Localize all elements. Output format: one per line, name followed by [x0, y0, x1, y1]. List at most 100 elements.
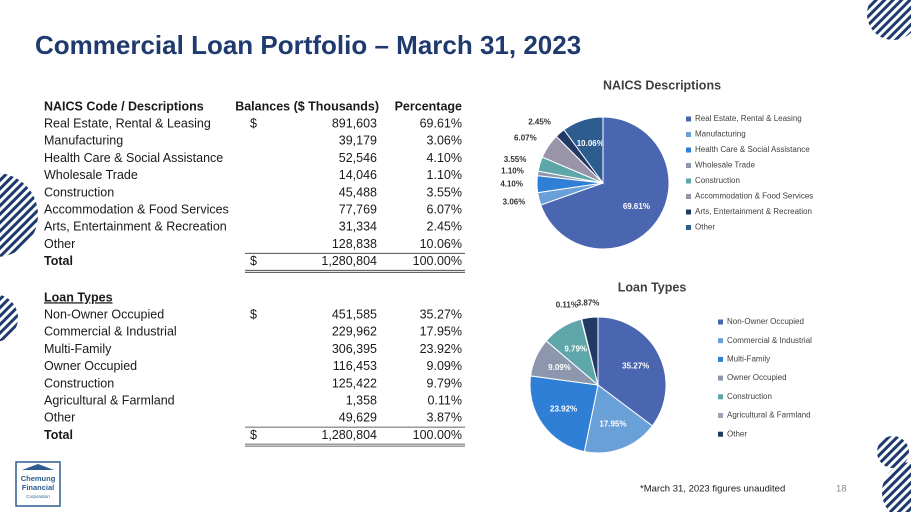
footnote: *March 31, 2023 figures unaudited — [640, 484, 785, 495]
row-percentage: 69.61% — [420, 116, 462, 130]
legend-swatch — [686, 178, 691, 184]
row-balance: 1,358 — [346, 393, 377, 407]
row-label: Total — [44, 428, 73, 442]
table-header: NAICS Code / Descriptions — [44, 99, 204, 113]
legend-label: Multi-Family — [727, 355, 770, 364]
legend-swatch — [686, 116, 691, 122]
row-currency: $ — [250, 307, 257, 321]
slice-label: 10.06% — [577, 139, 604, 148]
row-percentage: 3.06% — [427, 134, 462, 148]
pie-slice — [581, 316, 599, 386]
legend-swatch — [718, 394, 723, 400]
logo-text: Corporation — [26, 494, 50, 499]
legend-label: Health Care & Social Assistance — [695, 145, 810, 154]
row-label: Other — [44, 411, 75, 425]
legend-swatch — [686, 132, 691, 137]
row-balance: 45,488 — [339, 185, 377, 199]
row-balance: 39,179 — [339, 134, 377, 148]
row-balance: 1,280,804 — [321, 428, 377, 442]
row-percentage: 23.92% — [420, 342, 462, 356]
slice-label: 69.61% — [623, 202, 650, 211]
row-percentage: 2.45% — [427, 220, 462, 234]
row-label: Accommodation & Food Services — [44, 202, 229, 216]
legend-label: Construction — [695, 176, 740, 185]
row-label: Agricultural & Farmland — [44, 393, 175, 407]
legend-label: Real Estate, Rental & Leasing — [695, 114, 802, 123]
row-balance: 1,280,804 — [321, 254, 377, 268]
slice-label: 4.10% — [500, 180, 523, 189]
row-percentage: 3.87% — [427, 411, 462, 425]
row-label: Manufacturing — [44, 134, 123, 148]
pie-slice — [529, 375, 599, 453]
legend-label: Agricultural & Farmland — [727, 411, 811, 420]
legend-swatch — [718, 375, 723, 381]
legend-swatch — [686, 163, 691, 168]
slice-label: 23.92% — [550, 405, 577, 414]
row-balance: 49,629 — [339, 411, 377, 425]
row-label: Construction — [44, 185, 114, 199]
row-percentage: 6.07% — [427, 202, 462, 216]
legend-label: Other — [695, 223, 715, 232]
logo: Chemung Financial Corporation — [15, 461, 61, 507]
row-currency: $ — [250, 254, 257, 268]
legend-label: Accommodation & Food Services — [695, 192, 813, 201]
row-balance: 891,603 — [332, 116, 377, 130]
row-label: Real Estate, Rental & Leasing — [44, 116, 211, 130]
legend-label: Commercial & Industrial — [727, 336, 812, 345]
legend-swatch — [686, 147, 691, 153]
legend-swatch — [718, 413, 723, 418]
pie-slice — [597, 316, 667, 427]
row-percentage: 17.95% — [420, 325, 462, 339]
decor-circle — [877, 436, 909, 468]
row-percentage: 0.11% — [427, 393, 462, 407]
row-percentage: 1.10% — [427, 168, 462, 182]
row-currency: $ — [250, 116, 257, 130]
logo-roof — [22, 464, 54, 470]
legend-swatch — [686, 209, 691, 215]
row-percentage: 100.00% — [413, 254, 462, 268]
row-label: Other — [44, 237, 75, 251]
decor-circle — [882, 462, 911, 512]
slice-label: 9.09% — [548, 363, 571, 372]
legend-swatch — [718, 431, 723, 437]
row-balance: 116,453 — [333, 359, 377, 373]
row-balance: 229,962 — [332, 325, 377, 339]
slice-label: 3.87% — [577, 299, 600, 308]
row-balance: 306,395 — [332, 342, 377, 356]
legend-label: Wholesale Trade — [695, 161, 756, 170]
row-percentage: 100.00% — [413, 428, 462, 442]
row-label: Health Care & Social Assistance — [44, 151, 223, 165]
legend-swatch — [686, 194, 691, 199]
row-balance: 52,546 — [339, 151, 377, 165]
slice-label: 9.79% — [564, 344, 587, 353]
row-label: Wholesale Trade — [44, 168, 138, 182]
row-balance: 128,838 — [332, 237, 377, 251]
row-label: Construction — [44, 376, 114, 390]
legend-swatch — [718, 338, 723, 344]
legend-swatch — [718, 356, 723, 362]
legend-label: Non-Owner Occupied — [727, 317, 804, 326]
row-percentage: 35.27% — [420, 307, 462, 321]
chart-title: Loan Types — [618, 280, 687, 294]
legend-label: Arts, Entertainment & Recreation — [695, 207, 812, 216]
slice-label: 6.07% — [514, 133, 537, 142]
legend-label: Owner Occupied — [727, 373, 787, 382]
row-percentage: 3.55% — [427, 185, 462, 199]
chart-title: NAICS Descriptions — [603, 78, 721, 92]
slide-title: Commercial Loan Portfolio – March 31, 20… — [35, 30, 581, 60]
slice-label: 3.55% — [504, 155, 527, 164]
decor-circle — [867, 0, 911, 40]
row-balance: 77,769 — [339, 202, 377, 216]
slice-label: 35.27% — [622, 361, 649, 370]
legend-label: Other — [727, 429, 747, 438]
row-label: Commercial & Industrial — [44, 325, 177, 339]
row-percentage: 10.06% — [420, 237, 462, 251]
slice-label: 0.11% — [556, 301, 578, 310]
row-balance: 125,422 — [332, 376, 377, 390]
row-label: Total — [44, 254, 73, 268]
row-balance: 451,585 — [332, 307, 377, 321]
page-number: 18 — [836, 484, 847, 495]
row-percentage: 9.79% — [427, 376, 462, 390]
pie-slice — [583, 384, 654, 454]
row-percentage: 9.09% — [427, 359, 462, 373]
